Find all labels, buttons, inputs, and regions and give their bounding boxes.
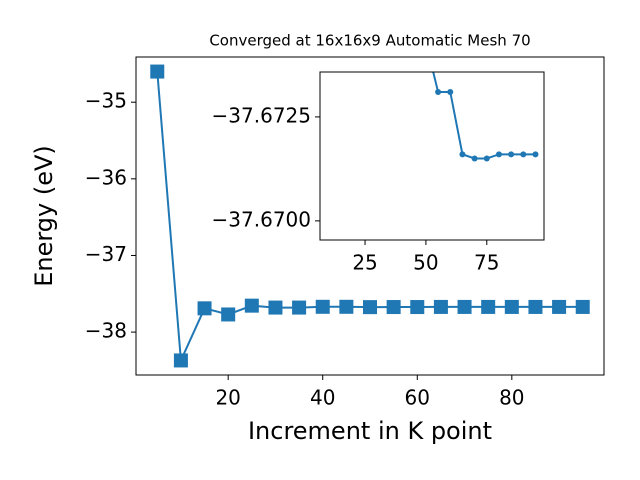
series-line	[432, 72, 536, 160]
marker	[575, 299, 590, 314]
marker	[528, 299, 543, 314]
x-tick-label: 25	[352, 251, 377, 275]
marker	[532, 151, 539, 158]
marker	[363, 300, 377, 315]
marker	[244, 298, 259, 313]
marker	[386, 300, 401, 315]
marker	[315, 299, 330, 314]
x-tick-label: 75	[474, 251, 499, 275]
marker	[504, 299, 519, 314]
marker	[495, 151, 502, 158]
y-tick-label: −37	[85, 242, 127, 266]
marker	[339, 299, 354, 314]
x-axis-label: Increment in K point	[248, 417, 492, 445]
marker	[481, 299, 496, 314]
y-tick-label: −35	[85, 89, 127, 113]
marker	[483, 155, 490, 162]
marker	[197, 301, 212, 316]
marker	[221, 307, 236, 322]
marker	[471, 155, 478, 162]
x-tick-label: 80	[499, 386, 524, 410]
marker	[552, 299, 567, 314]
marker	[292, 300, 307, 315]
y-tick-label: −38	[85, 319, 127, 343]
marker	[508, 151, 515, 158]
marker	[173, 353, 188, 368]
x-tick-label: 60	[405, 386, 430, 410]
x-tick-label: 40	[310, 386, 335, 410]
marker	[447, 88, 454, 95]
marker	[268, 300, 283, 315]
y-tick-label: −37.6700	[212, 207, 311, 231]
marker	[520, 151, 527, 158]
y-tick-label: −37.6725	[212, 103, 311, 127]
chart-title: Converged at 16x16x9 Automatic Mesh 70	[209, 32, 530, 50]
marker	[435, 88, 442, 95]
x-tick-label: 50	[413, 251, 438, 275]
plot-content	[150, 64, 590, 368]
marker	[457, 299, 472, 314]
y-axis-label: Energy (eV)	[30, 145, 58, 287]
plot-area	[320, 72, 544, 240]
axes-frame	[319, 71, 545, 241]
marker	[150, 64, 165, 79]
x-tick-label: 20	[215, 386, 240, 410]
axes-frame	[135, 56, 605, 376]
y-tick-label: −36	[85, 165, 127, 189]
plot-content	[432, 72, 539, 162]
marker	[410, 300, 425, 315]
marker	[433, 299, 448, 314]
marker	[459, 151, 466, 158]
